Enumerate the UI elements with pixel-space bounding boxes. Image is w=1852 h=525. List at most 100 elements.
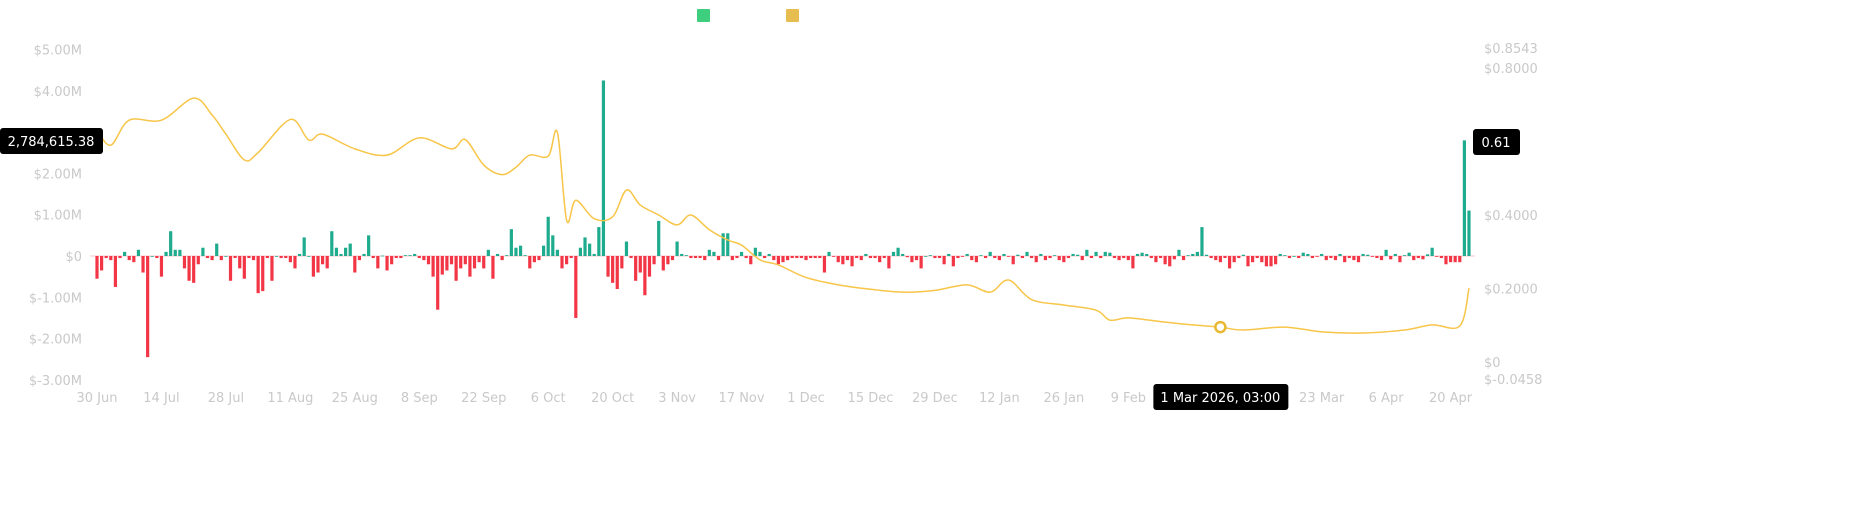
inflow-bar	[739, 251, 744, 256]
outflow-bar	[951, 256, 955, 267]
x-axis-tick-label: 3 Nov	[658, 391, 696, 406]
x-axis-tick-label: 17 Nov	[719, 391, 765, 406]
x-axis-tick-label: 9 Feb	[1111, 391, 1146, 406]
date-tooltip: 1 Mar 2026, 03:00	[1153, 384, 1289, 410]
x-axis-tick-label: 26 Jan	[1043, 391, 1084, 406]
inflow-bar	[675, 241, 679, 256]
outflow-bar	[1324, 256, 1328, 261]
inflow-bar	[514, 247, 518, 256]
outflow-bar	[698, 256, 702, 259]
outflow-bar	[316, 256, 320, 273]
inflow-bar	[1094, 251, 1098, 256]
outflow-bar	[836, 256, 840, 263]
inflow-bar	[827, 251, 831, 256]
inflow-bar	[1292, 256, 1296, 257]
inflow-bar	[578, 247, 583, 256]
inflow-bar	[924, 256, 928, 257]
outflow-bar	[638, 256, 642, 273]
outflow-bar	[357, 256, 362, 261]
inflow-bar	[1425, 254, 1430, 256]
inflow-bar	[624, 241, 629, 256]
inflow-bar	[1467, 210, 1471, 256]
outflow-bar	[376, 256, 380, 269]
inflow-bar	[551, 235, 555, 256]
outflow-bar	[1214, 256, 1218, 261]
x-axis-tick-label: 8 Sep	[401, 391, 438, 406]
inflow-bar	[123, 251, 127, 256]
price-line	[96, 97, 1470, 334]
inflow-bar	[164, 251, 168, 256]
right-axis-tick-label: $0.8543	[1484, 42, 1538, 57]
outflow-bar	[776, 256, 780, 265]
inflow-bar	[1140, 252, 1144, 256]
outflow-bar	[689, 256, 693, 259]
inflow-bar	[1053, 255, 1057, 256]
outflow-bar	[997, 256, 1001, 261]
outflow-bar	[196, 256, 200, 265]
x-axis-tick-label: 23 Mar	[1299, 391, 1345, 406]
inflow-bar	[348, 243, 352, 256]
inflow-bar	[1204, 254, 1209, 256]
right-axis-tick-label: $0.4000	[1484, 209, 1538, 224]
outflow-bar	[426, 256, 431, 265]
outflow-bar	[210, 256, 214, 261]
outflow-bar	[1223, 256, 1227, 259]
outflow-bar	[873, 256, 877, 259]
inflow-bar	[302, 237, 306, 256]
outflow-bar	[1458, 256, 1462, 263]
inflow-bar	[1361, 253, 1365, 256]
outflow-bar	[749, 256, 753, 265]
outflow-bar	[394, 256, 398, 259]
outflow-bar	[1048, 256, 1052, 259]
x-axis-tick-label: 15 Dec	[848, 391, 894, 406]
inflow-bar	[901, 253, 905, 256]
x-axis-tick-label: 6 Apr	[1369, 391, 1405, 406]
outflow-bar	[422, 256, 426, 261]
outflow-bar	[528, 256, 532, 269]
outflow-bar	[615, 256, 619, 290]
outflow-bar	[970, 256, 974, 261]
outflow-bar	[1122, 256, 1126, 259]
legend-swatch-line[interactable]	[786, 9, 799, 22]
outflow-bar	[265, 256, 269, 259]
outflow-bar	[1264, 256, 1269, 267]
left-axis-tick-label: $-3.00M	[29, 374, 82, 389]
outflow-bar	[813, 256, 817, 259]
outflow-bar	[187, 256, 191, 281]
outflow-bar	[1168, 256, 1172, 267]
inflow-bar	[1430, 247, 1434, 256]
outflow-bar	[629, 256, 633, 259]
outflow-bar	[500, 256, 504, 261]
outflow-bar	[1435, 256, 1439, 257]
x-axis-tick-label: 12 Jan	[979, 391, 1020, 406]
outflow-bar	[960, 256, 965, 257]
outflow-bar	[666, 256, 670, 265]
outflow-bar	[118, 256, 122, 259]
legend-swatch-bars[interactable]	[697, 9, 710, 22]
inflow-bar	[1200, 227, 1204, 256]
outflow-bar	[445, 256, 449, 271]
x-axis-tick-label: 30 Jun	[77, 391, 118, 406]
outflow-bar	[1389, 256, 1393, 260]
outflow-bar	[293, 256, 297, 269]
inflow-bar	[1241, 254, 1245, 256]
inflow-bar	[509, 229, 513, 256]
x-axis-tick-label: 29 Dec	[912, 391, 958, 406]
outflow-bar	[132, 256, 136, 263]
inflow-bar	[680, 253, 684, 256]
left-value-tooltip: 2,784,615.38	[0, 128, 103, 154]
inflow-bar	[947, 253, 951, 256]
inflow-bar	[1195, 251, 1199, 256]
outflow-bar	[113, 256, 118, 287]
outflow-bar	[661, 256, 665, 271]
outflow-bar	[228, 256, 233, 281]
outflow-bar	[735, 256, 739, 259]
outflow-bar	[744, 256, 748, 259]
outflow-bar	[1163, 256, 1167, 265]
inflow-bar	[1384, 249, 1388, 256]
outflow-bar	[468, 256, 472, 277]
outflow-bar	[1315, 256, 1319, 257]
outflow-bar	[482, 256, 486, 269]
outflow-bar	[1126, 256, 1130, 261]
